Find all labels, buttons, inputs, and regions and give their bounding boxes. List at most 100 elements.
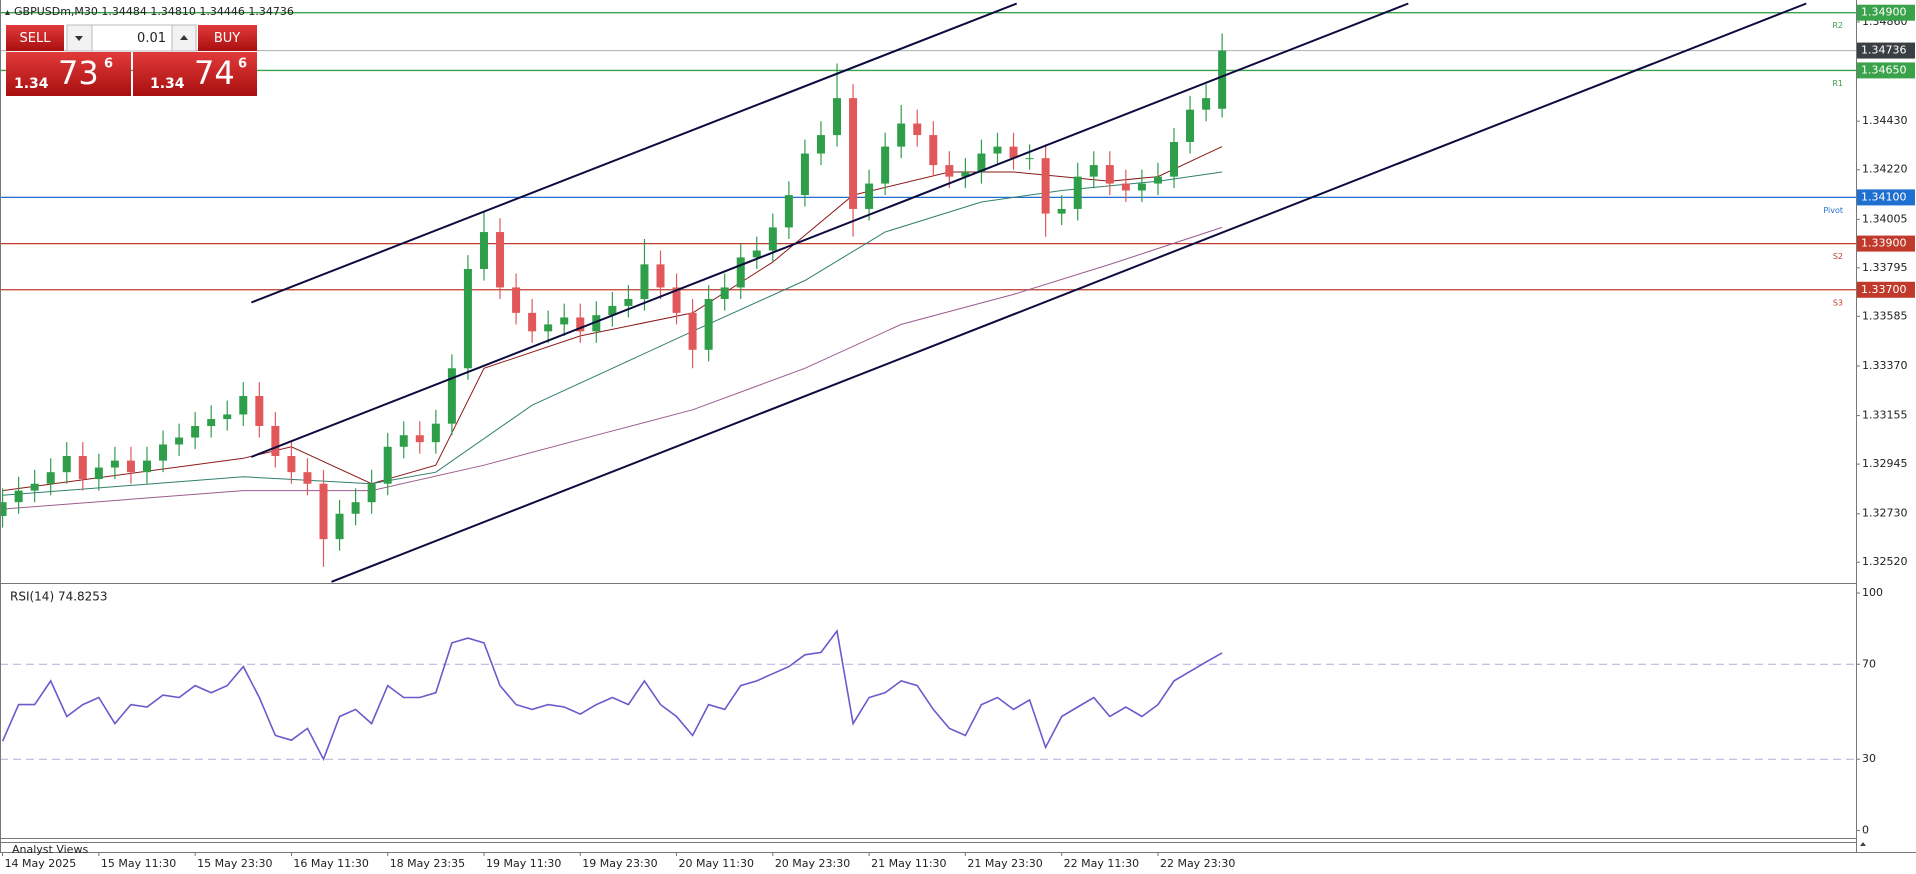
candle-body — [961, 172, 970, 177]
candle-body — [913, 123, 922, 136]
candle-body — [78, 456, 87, 480]
level-box — [1857, 62, 1915, 79]
rsi-tick-label: 0 — [1862, 823, 1869, 836]
down-arrow — [75, 36, 83, 41]
y-tick-label: 1.33585 — [1862, 309, 1908, 322]
ask-big: 1.34 — [150, 76, 185, 92]
bid-box[interactable] — [6, 52, 131, 96]
candle-body — [512, 287, 521, 313]
level-box — [1857, 281, 1915, 298]
level-name: R2 — [1832, 21, 1843, 30]
sell-label: SELL — [20, 31, 52, 46]
x-tick-label: 20 May 11:30 — [679, 857, 754, 870]
candle-body — [175, 437, 184, 445]
candle-body — [1041, 158, 1050, 214]
level-box — [1857, 189, 1915, 206]
rsi-label: RSI(14) 74.8253 — [10, 590, 108, 604]
analyst-views[interactable]: Analyst Views — [12, 843, 88, 856]
candle-body — [929, 135, 938, 166]
candle-body — [672, 287, 681, 313]
candle-body — [431, 423, 440, 443]
price-panel: R2 R1 Pivot S2 S3 — [0, 2, 1856, 583]
level-box — [1857, 235, 1915, 252]
candle-body — [319, 483, 328, 540]
current-price-box — [1857, 42, 1915, 59]
candle-body — [447, 368, 456, 424]
candle-body — [800, 153, 809, 196]
trade-panel: SELL 0.01 BUY 1.34 73 6 1.34 74 6 — [6, 24, 257, 96]
y-tick-label: 1.33795 — [1862, 261, 1908, 274]
candle-body — [1105, 165, 1114, 184]
lot-value: 0.01 — [137, 31, 166, 46]
level-label: 1.34650 — [1861, 63, 1907, 76]
rsi-panel — [0, 629, 1856, 762]
rsi-tick-label: 70 — [1862, 657, 1876, 670]
candle-body — [977, 153, 986, 173]
candle-body — [271, 425, 280, 457]
x-tick-label: 16 May 11:30 — [293, 857, 368, 870]
x-tick-label: 21 May 11:30 — [871, 857, 946, 870]
candle-body — [62, 456, 71, 473]
ask-small: 6 — [238, 57, 247, 72]
x-tick-label: 22 May 23:30 — [1160, 857, 1235, 870]
rsi-tick-label: 100 — [1862, 586, 1883, 599]
candle-body — [881, 146, 890, 184]
y-tick-label: 1.32945 — [1862, 457, 1908, 470]
level-name: Pivot — [1823, 206, 1843, 215]
candle-body — [768, 227, 777, 251]
lot-field[interactable] — [91, 24, 173, 52]
candle-body — [30, 483, 39, 491]
up-arrow — [180, 35, 188, 40]
candle-body — [576, 317, 585, 332]
candle-body — [688, 312, 697, 350]
x-tick-label: 15 May 11:30 — [101, 857, 176, 870]
level-box — [1857, 4, 1915, 21]
candle-body — [415, 435, 424, 443]
candle-body — [704, 299, 713, 350]
trendline — [331, 2, 1807, 583]
candle-body — [544, 324, 553, 332]
candle-body — [0, 502, 7, 517]
ask-box[interactable] — [133, 52, 257, 96]
x-tick-label: 18 May 23:35 — [390, 857, 465, 870]
candle-body — [303, 472, 312, 484]
candle-body — [1170, 141, 1179, 177]
level-name: R1 — [1832, 79, 1843, 88]
candle-body — [46, 472, 55, 484]
candle-body — [1009, 146, 1018, 159]
candle-body — [608, 305, 617, 316]
candle-body — [816, 135, 825, 154]
x-tick-label: 19 May 23:30 — [582, 857, 657, 870]
axes: 1.348601.344301.342201.340051.337951.335… — [2, 4, 1915, 870]
sell-button[interactable] — [6, 25, 64, 51]
candle-body — [191, 425, 200, 438]
lot-down[interactable] — [66, 24, 93, 52]
candle-body — [865, 183, 874, 209]
candle-body — [752, 250, 761, 258]
buy-button[interactable] — [198, 25, 257, 51]
candle-body — [351, 502, 360, 514]
level-label: 1.34900 — [1861, 6, 1907, 19]
rsi-tick-label: 30 — [1862, 752, 1876, 765]
candle-body — [1025, 158, 1034, 160]
buy-label: BUY — [214, 31, 240, 46]
candle-body — [479, 232, 488, 269]
trendline — [250, 2, 1018, 304]
candle-body — [624, 299, 633, 306]
candle-body — [1089, 165, 1098, 177]
candle-body — [849, 98, 858, 209]
candle-body — [14, 490, 23, 503]
y-tick-label: 1.33370 — [1862, 359, 1908, 372]
candle-body — [656, 264, 665, 288]
x-tick-label: 20 May 23:30 — [775, 857, 850, 870]
candle-body — [1121, 183, 1130, 191]
candle-body — [335, 513, 344, 540]
candle-body — [399, 435, 408, 447]
candle-body — [736, 257, 745, 288]
y-tick-label: 1.33155 — [1862, 409, 1908, 422]
candle-body — [945, 165, 954, 177]
bid-big: 1.34 — [14, 76, 49, 92]
x-tick-label: 21 May 23:30 — [967, 857, 1042, 870]
